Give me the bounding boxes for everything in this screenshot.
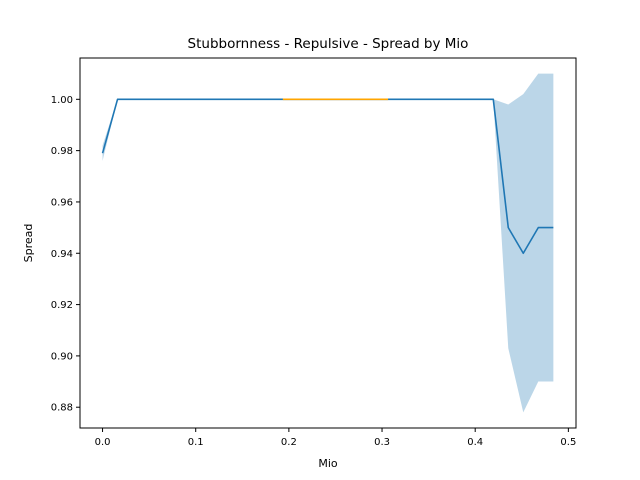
plot-area bbox=[101, 73, 554, 413]
x-tick-label: 0.3 bbox=[374, 437, 390, 448]
axes-frame bbox=[79, 57, 577, 429]
y-tick-label: 0.90 bbox=[51, 351, 73, 362]
y-axis-label: Spread bbox=[22, 224, 35, 263]
y-tick-label: 0.96 bbox=[51, 197, 73, 208]
y-tick-label: 0.94 bbox=[51, 249, 73, 260]
x-tick-label: 0.5 bbox=[560, 437, 576, 448]
chart-title: Stubbornness - Repulsive - Spread by Mio bbox=[188, 36, 469, 52]
y-tick-label: 0.92 bbox=[51, 300, 73, 311]
x-tick-label: 0.0 bbox=[95, 437, 111, 448]
y-tick-label: 0.98 bbox=[51, 146, 73, 157]
y-tick-label: 1.00 bbox=[51, 95, 73, 106]
x-tick-label: 0.2 bbox=[281, 437, 297, 448]
x-axis-label: Mio bbox=[318, 457, 338, 470]
series-line-0 bbox=[101, 98, 554, 255]
x-tick-label: 0.4 bbox=[467, 437, 483, 448]
y-tick-label: 0.88 bbox=[51, 403, 73, 414]
confidence-band-0 bbox=[102, 73, 554, 413]
y-axis: 0.88 0.90 0.92 0.94 0.96 0.98 1.00 bbox=[51, 95, 80, 414]
x-tick-label: 0.1 bbox=[188, 437, 204, 448]
x-axis: 0.0 0.1 0.2 0.3 0.4 0.5 bbox=[95, 428, 576, 448]
